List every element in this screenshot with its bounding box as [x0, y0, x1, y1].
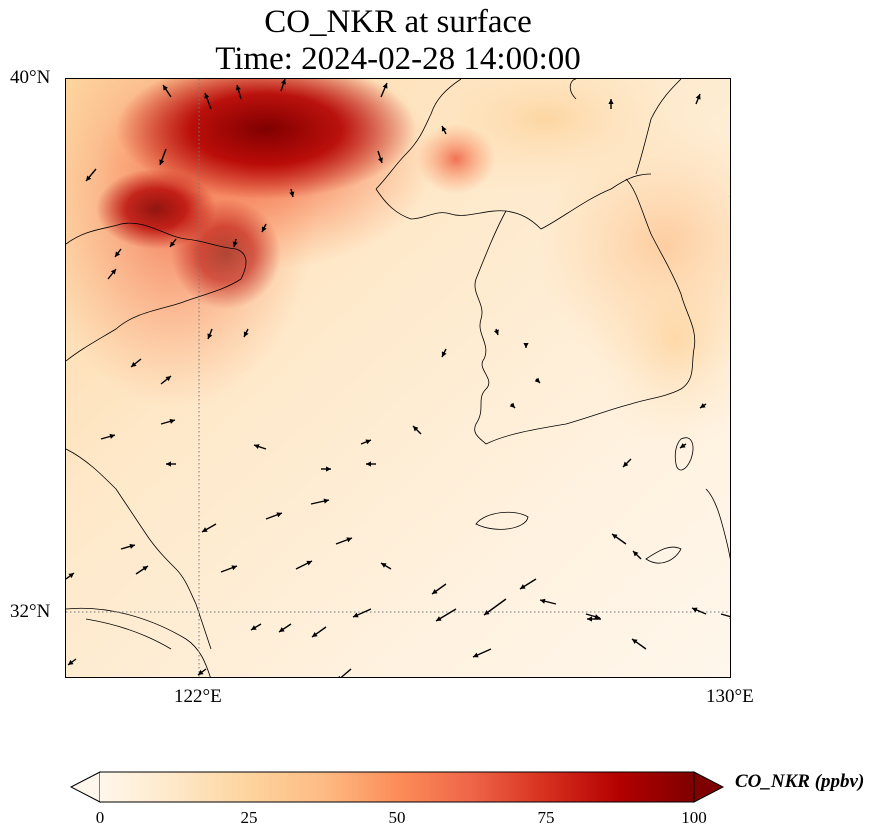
wind-vector-head-25 [523, 343, 529, 348]
plume-core-south [171, 199, 281, 309]
wind-vector-head-67 [680, 443, 686, 448]
wind-vector-head-17 [729, 196, 730, 198]
wind-vector-head-42 [306, 560, 312, 566]
plume-core [116, 79, 416, 199]
wind-vector-head-12 [170, 241, 176, 247]
colorbar-extend-low [70, 771, 101, 803]
wind-vector-head-51 [587, 616, 592, 622]
wind-vector-head-0 [163, 85, 168, 91]
wind-vector-head-2 [235, 85, 241, 91]
wind-vector-head-36 [323, 498, 329, 504]
wind-vector-head-57 [632, 639, 638, 645]
wind-vector-head-53 [633, 551, 639, 557]
wind-vector-head-52 [612, 534, 618, 540]
lon-tick-122e: 122°E [174, 686, 222, 707]
wind-vector-head-33 [413, 426, 419, 432]
lat-tick-32n: 32°N [10, 601, 51, 622]
plume-liaodong [416, 124, 496, 194]
concentration-map [66, 79, 730, 677]
wind-vector-head-5 [86, 175, 92, 181]
wind-vector-head-6 [159, 159, 165, 165]
wind-vector-head-15 [608, 99, 614, 104]
wind-vector-head-13 [261, 226, 267, 232]
wind-vector-head-61 [251, 625, 257, 630]
wind-vector-head-26 [109, 433, 115, 439]
wind-vector-head-28 [166, 461, 171, 467]
wind-vector-head-31 [365, 439, 371, 445]
coastlines [66, 79, 730, 677]
map-title: CO_NKR at surface [264, 4, 532, 40]
colorbar-label: CO_NKR (ppbv) [735, 771, 865, 792]
wind-vector-head-63 [312, 631, 318, 637]
wind-vector-head-16 [695, 94, 701, 100]
wind-vector-head-22 [243, 331, 249, 337]
wind-vector-head-58 [473, 652, 479, 658]
wind-vector-head-8 [289, 191, 295, 197]
wind-vector-head-48 [353, 612, 359, 618]
colorbar-tick-0: 0 [95, 808, 105, 827]
wind-vector-head-30 [326, 466, 331, 472]
wind-vector-head-14 [441, 126, 447, 132]
lat-tick-40n: 40°N [10, 67, 51, 88]
wind-vector-head-32 [366, 461, 371, 467]
wind-vector-head-65 [623, 461, 629, 467]
wind-vector-head-10 [110, 269, 116, 275]
wind-vector-head-59 [198, 669, 204, 675]
wind-vector-head-23 [441, 351, 447, 357]
wind-vector-head-55 [692, 607, 698, 613]
wind-vector-head-1 [204, 93, 210, 99]
wind-vector-head-46 [484, 609, 490, 615]
map-panel [65, 78, 731, 678]
wind-vector-head-4 [382, 83, 388, 89]
wind-vector-head-41 [68, 573, 74, 579]
wind-vector-head-7 [377, 157, 383, 163]
wind-vector-head-50 [594, 614, 600, 620]
colorbar-tick-75: 75 [537, 808, 555, 827]
wind-vector-head-24 [493, 329, 499, 335]
wind-vector-head-9 [232, 241, 238, 247]
wind-vector-head-44 [432, 588, 438, 594]
plume-korea-east [586, 229, 730, 449]
wind-vector-head-27 [169, 418, 175, 424]
wind-vector-head-38 [231, 565, 237, 571]
wind-vector-head-20 [165, 376, 171, 382]
wind-vector-head-37 [346, 537, 352, 543]
colorbar-tick-50: 50 [388, 808, 406, 827]
wind-vector-head-60 [68, 659, 74, 665]
wind-vector-head-68 [509, 402, 515, 408]
wind-vector-head-45 [436, 616, 442, 621]
wind-vector-head-62 [279, 627, 285, 632]
wind-vector-head-11 [115, 251, 121, 257]
colorbar-tick-25: 25 [240, 808, 258, 827]
colorbar [70, 771, 725, 803]
wind-vector-head-29 [254, 444, 260, 450]
wind-vector-head-40 [142, 566, 148, 571]
wind-vectors [66, 79, 730, 677]
wind-vector-64 [340, 668, 352, 677]
wind-vector-head-3 [280, 79, 286, 85]
wind-vector-head-69 [534, 377, 540, 383]
wind-vector-head-49 [540, 598, 546, 604]
colorbar-extend-high [693, 771, 725, 803]
colorbar-gradient [100, 772, 694, 802]
wind-vector-head-19 [131, 361, 137, 367]
wind-vector-head-56 [729, 617, 730, 620]
map-subtitle-time: Time: 2024-02-28 14:00:00 [215, 41, 581, 77]
wind-vector-head-21 [207, 333, 213, 339]
lon-tick-130e: 130°E [706, 686, 754, 707]
wind-vector-56 [720, 613, 730, 618]
wind-vector-head-43 [381, 563, 387, 568]
wind-vector-head-39 [129, 543, 135, 549]
wind-vector-head-35 [276, 512, 282, 518]
wind-vector-head-66 [700, 403, 706, 408]
colorbar-tick-100: 100 [681, 808, 707, 827]
gridlines [66, 79, 730, 677]
wind-vector-head-47 [520, 584, 526, 589]
wind-vector-head-34 [202, 527, 208, 532]
wind-vector-head-64 [338, 675, 341, 677]
